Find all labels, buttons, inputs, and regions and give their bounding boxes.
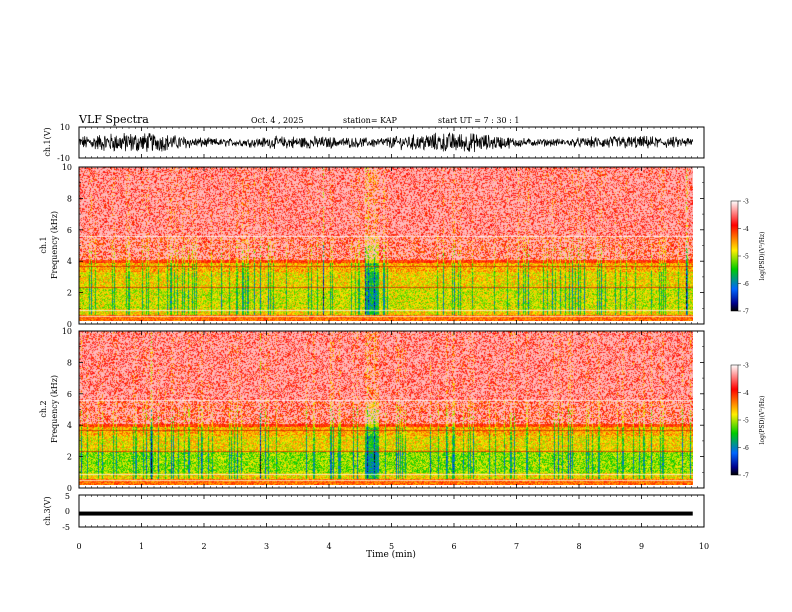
x-tick-label: 5 xyxy=(389,542,394,551)
x-tick-label: 1 xyxy=(139,542,144,551)
ch1-waveform-line xyxy=(78,132,694,153)
ch1-spectrogram-image xyxy=(79,167,693,321)
x-axis-label: Time (min) xyxy=(366,549,416,560)
ch1-colorbar xyxy=(730,200,739,312)
x-axis-tick-labels: 0 1 2 3 4 5 6 7 8 9 10 xyxy=(76,542,709,551)
ch2-colorbar-label: log(PSD)(V²/Hz) xyxy=(759,396,766,445)
colorbar-tick-label: -5 xyxy=(743,254,749,261)
ch3-waveform-band xyxy=(79,511,693,516)
freq-tick-label: 6 xyxy=(67,226,72,235)
ch1-spec-ylabel-line2: Frequency (kHz) xyxy=(50,211,59,279)
colorbar-tick-label: -4 xyxy=(743,390,749,397)
x-tick-label: 10 xyxy=(699,542,709,551)
ch3-ytick-bottom: -5 xyxy=(62,523,70,532)
x-axis-ticks xyxy=(78,127,705,527)
ch2-spec-ylabel-line2: Frequency (kHz) xyxy=(50,375,59,443)
ch1-ytick-bottom: -10 xyxy=(57,154,70,163)
ch1-spec-ylabel-line1: ch.1 xyxy=(39,236,48,253)
x-tick-label: 9 xyxy=(639,542,644,551)
freq-tick-label: 0 xyxy=(67,320,72,329)
freq-tick-label: 0 xyxy=(67,484,72,493)
colorbar-tick-label: -3 xyxy=(743,363,749,370)
ch2-spec-ylabel-line1: ch.2 xyxy=(39,400,48,417)
freq-tick-label: 10 xyxy=(62,327,72,336)
colorbar-tick-label: -5 xyxy=(743,418,749,425)
freq-tick-label: 8 xyxy=(67,358,72,367)
colorbar-tick-label: -7 xyxy=(743,473,749,480)
freq-tick-label: 2 xyxy=(67,453,72,462)
ch3-waveform-frame xyxy=(78,494,705,528)
freq-tick-label: 8 xyxy=(67,194,72,203)
ch2-colorbar xyxy=(730,364,739,476)
date-label: Oct. 4 , 2025 xyxy=(251,116,303,125)
freq-tick-label: 6 xyxy=(67,390,72,399)
x-tick-label: 4 xyxy=(326,542,331,551)
ch1-ytick-top: 10 xyxy=(60,123,70,132)
ch1-ylabel: ch.1(V) xyxy=(43,127,52,156)
freq-tick-label: 4 xyxy=(67,257,72,266)
freq-tick-label: 10 xyxy=(62,163,72,172)
ch1-waveform-panel: 10 -10 ch.1(V) xyxy=(43,123,705,163)
colorbar-tick-label: -6 xyxy=(743,281,749,288)
ch3-waveform-panel: 5 0 -5 ch.3(V) xyxy=(43,492,705,532)
ch2-spectrogram-image xyxy=(79,331,693,485)
x-tick-label: 8 xyxy=(576,542,581,551)
colorbar-tick-label: -7 xyxy=(743,309,749,316)
ch1-colorbar-label: log(PSD)(V²/Hz) xyxy=(759,232,766,281)
station-label: station= KAP xyxy=(343,116,398,125)
ch3-ytick-mid: 0 xyxy=(65,507,70,516)
x-tick-label: 0 xyxy=(76,542,81,551)
x-tick-label: 6 xyxy=(451,542,456,551)
x-tick-label: 3 xyxy=(264,542,269,551)
freq-tick-label: 2 xyxy=(67,289,72,298)
colorbar-tick-label: -4 xyxy=(743,226,749,233)
freq-tick-label: 4 xyxy=(67,421,72,430)
figure-title: VLF Spectra xyxy=(78,113,149,126)
ch3-ylabel: ch.3(V) xyxy=(43,496,52,525)
colorbar-tick-label: -3 xyxy=(743,199,749,206)
colorbar-tick-label: -6 xyxy=(743,445,749,452)
x-tick-label: 7 xyxy=(514,542,519,551)
x-tick-label: 2 xyxy=(201,542,206,551)
ch3-ytick-top: 5 xyxy=(65,492,70,501)
start-time-label: start UT = 7 : 30 : 1 xyxy=(438,116,519,125)
